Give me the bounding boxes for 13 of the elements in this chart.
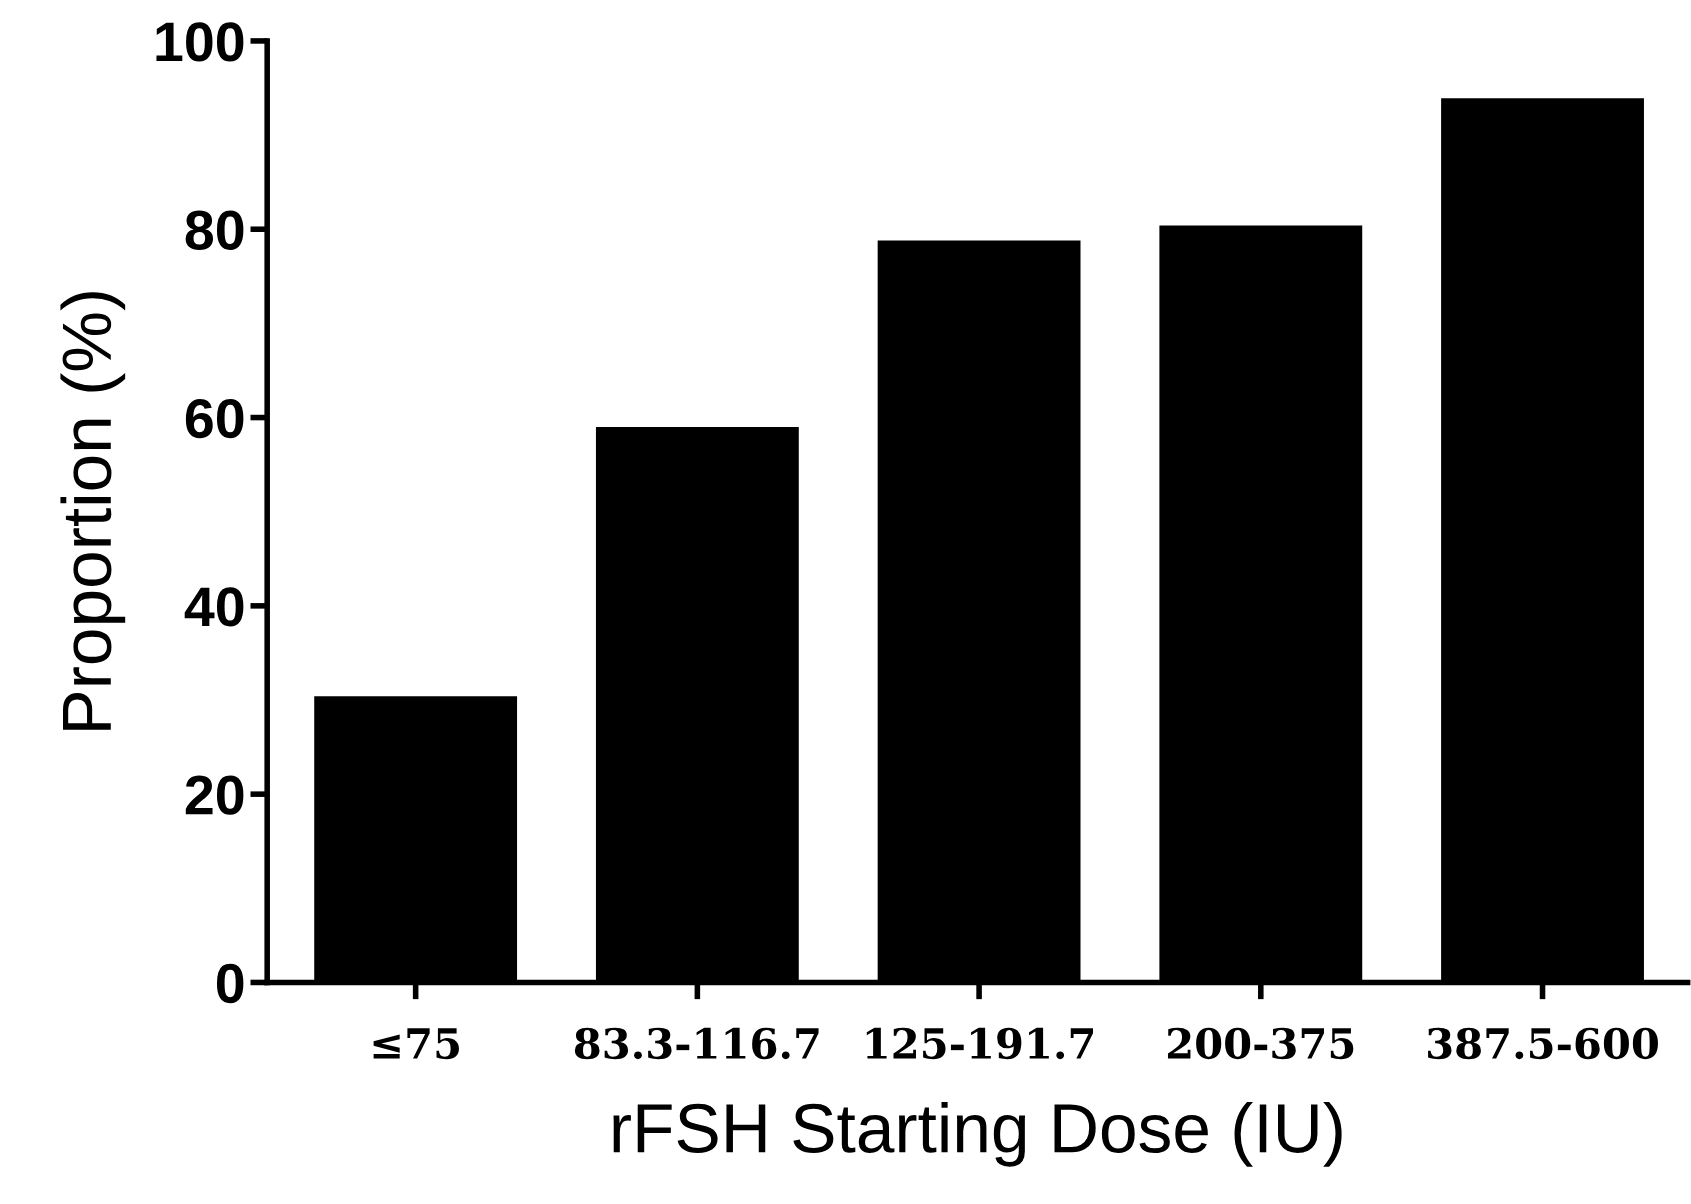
y-tick-label: 60 [185,398,244,439]
y-axis-title: Proportion (%) [60,292,126,730]
y-tick-label: 40 [184,587,244,627]
y-tick-label: 20 [185,775,244,815]
x-tick-label: 200-375 [1167,1027,1354,1060]
y-tick-label: 0 [216,963,244,1004]
x-axis-title: rFSH Starting Dose (IU) [613,1101,1342,1167]
x-tick-label: 83.3-116.7 [574,1027,819,1060]
x-tick-label: 387.5-600 [1428,1027,1658,1060]
x-tick-label: ≤75 [373,1028,459,1060]
x-tick-label: 125-191.7 [866,1027,1094,1060]
y-tick-label: 80 [185,210,244,250]
y-tick-label: 100 [156,22,244,62]
